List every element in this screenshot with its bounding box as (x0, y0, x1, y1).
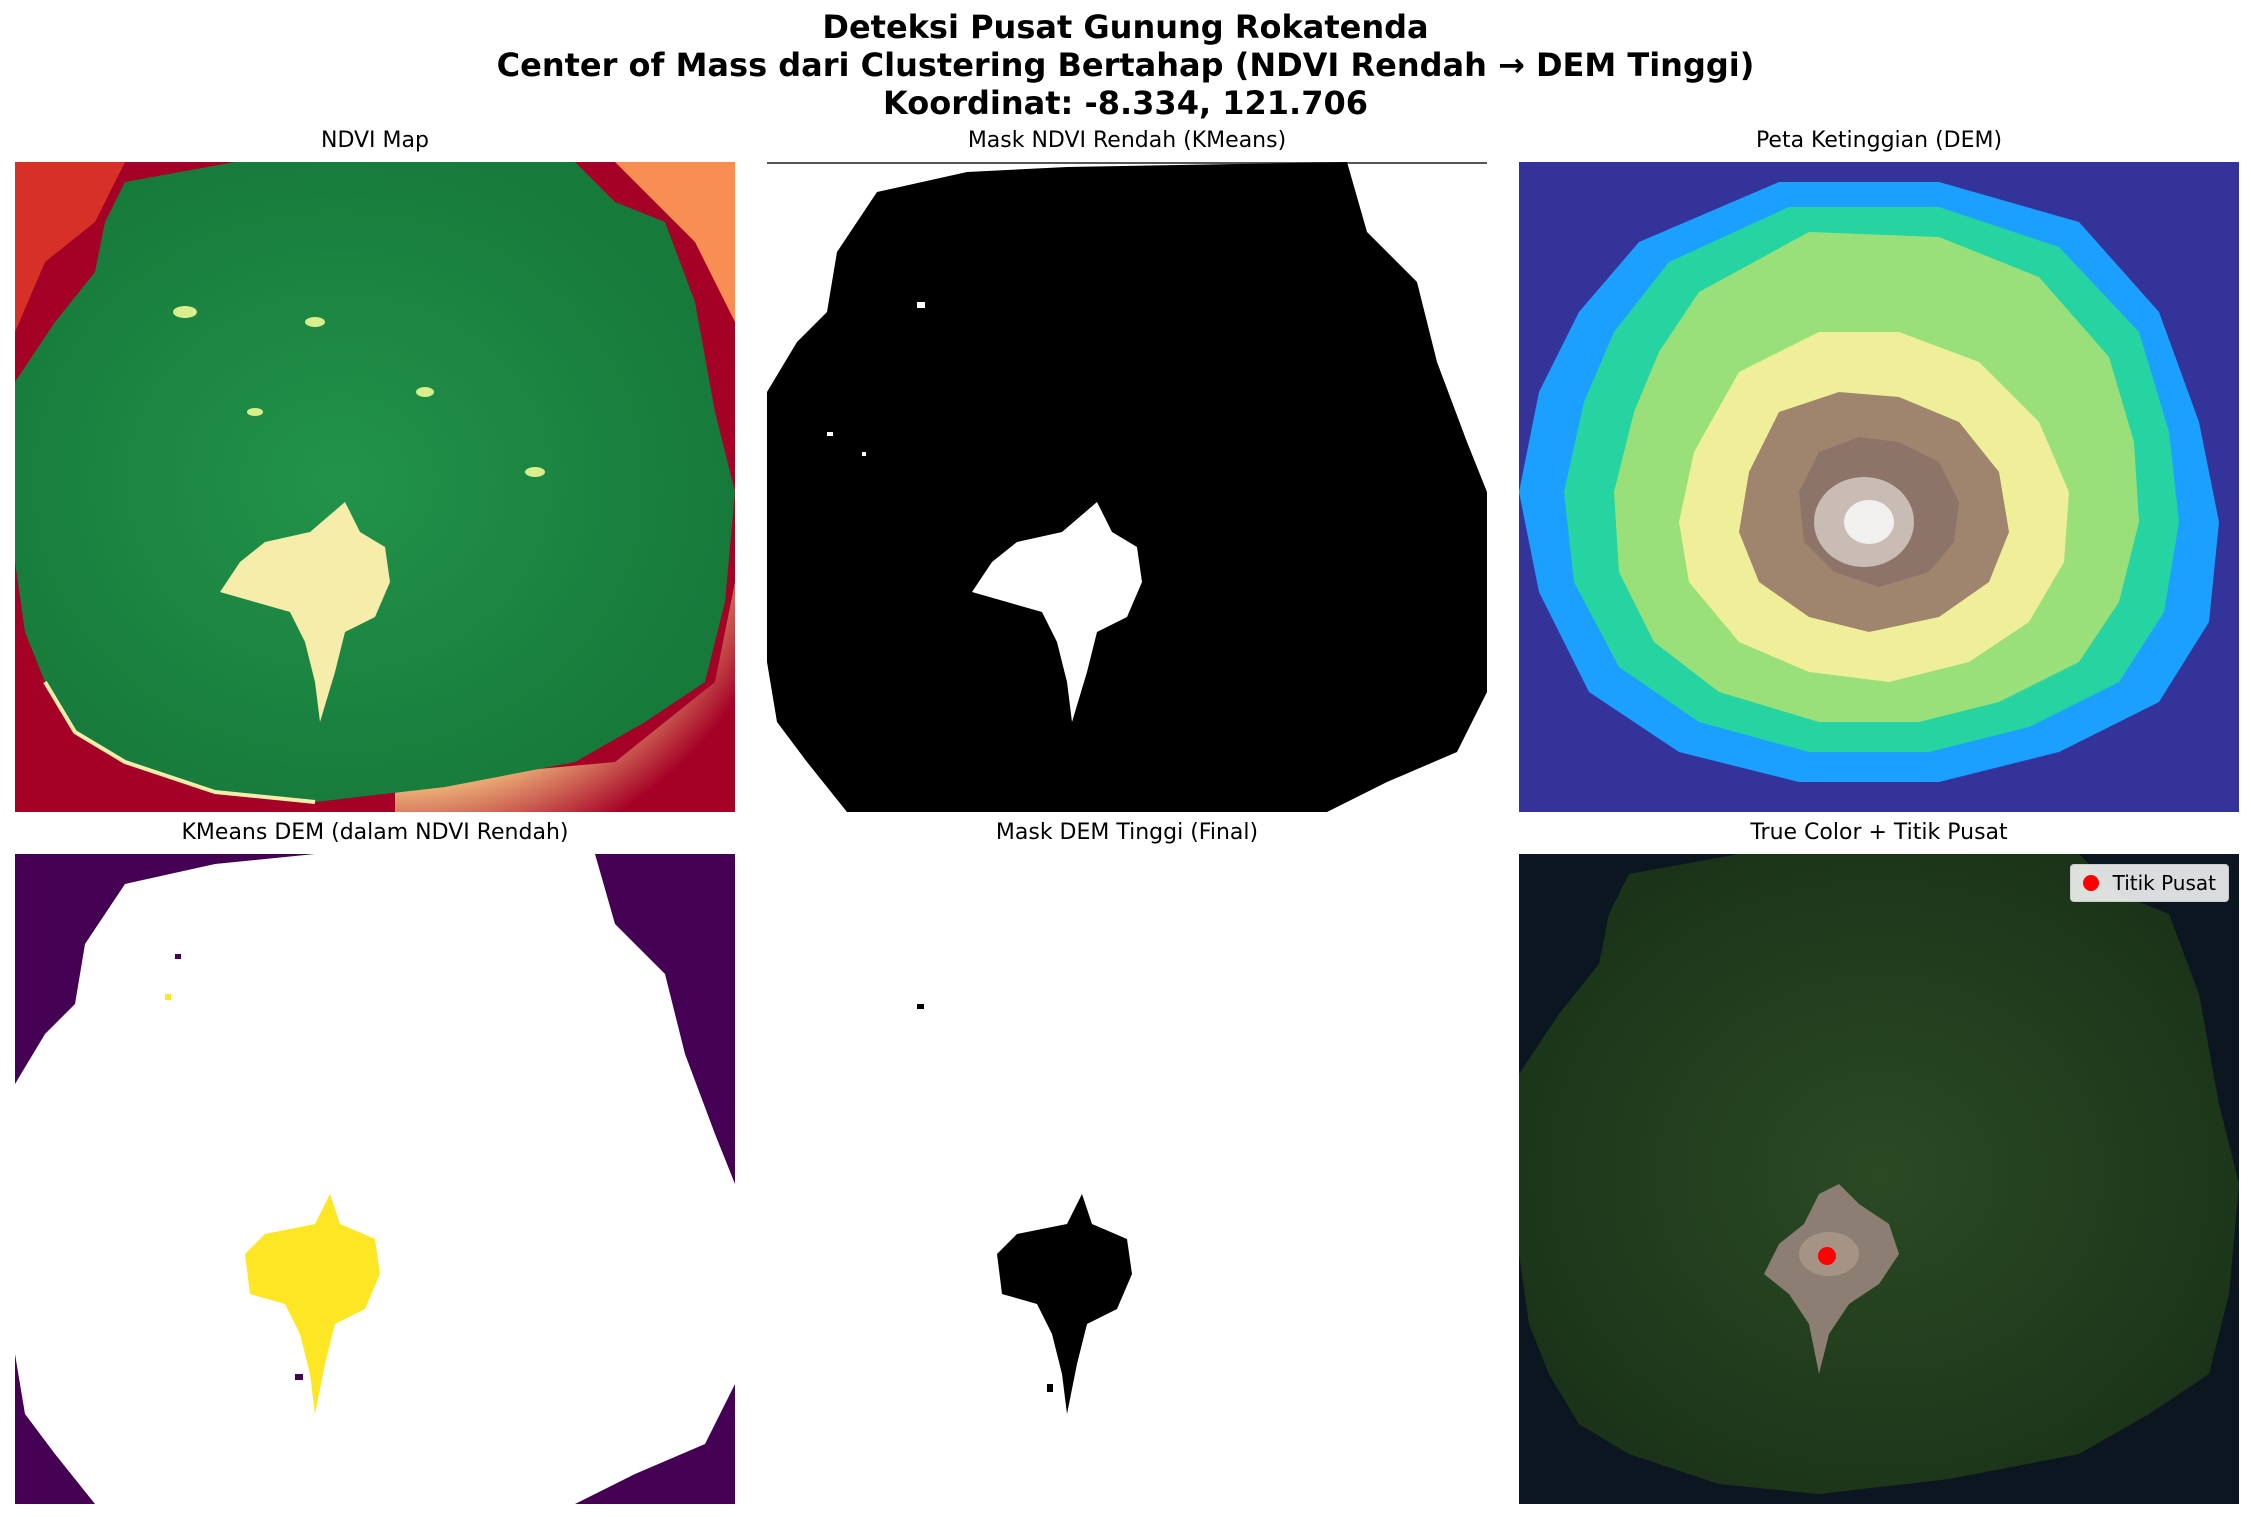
dem-image (1519, 162, 2239, 812)
mask-dem-image (767, 854, 1487, 1504)
figure-title-line-3: Koordinat: -8.334, 121.706 (882, 84, 1368, 122)
panel-title-kmeans-dem: KMeans DEM (dalam NDVI Rendah) (181, 820, 569, 845)
figure-title-line-2: Center of Mass dari Clustering Bertahap … (496, 46, 1755, 84)
panel-title-mask-ndvi: Mask NDVI Rendah (KMeans) (967, 128, 1287, 153)
legend-label: Titik Pusat (2112, 871, 2216, 895)
center-marker (1818, 1247, 1836, 1265)
panel-title-dem: Peta Ketinggian (DEM) (1755, 128, 2003, 153)
legend: Titik Pusat (2069, 864, 2229, 902)
panel-title-mask-dem: Mask DEM Tinggi (Final) (995, 820, 1259, 845)
figure-title: Deteksi Pusat Gunung Rokatenda Center of… (0, 8, 2251, 122)
mask-ndvi-image (767, 162, 1487, 812)
panel-title-ndvi-map: NDVI Map (321, 128, 429, 153)
ndvi-map-image (15, 162, 735, 812)
panel-title-true-color: True Color + Titik Pusat (1750, 820, 2008, 845)
kmeans-dem-image (15, 854, 735, 1504)
true-color-image: Titik Pusat (1519, 854, 2239, 1504)
figure-title-line-1: Deteksi Pusat Gunung Rokatenda (822, 8, 1429, 46)
legend-marker-icon (2082, 875, 2099, 891)
